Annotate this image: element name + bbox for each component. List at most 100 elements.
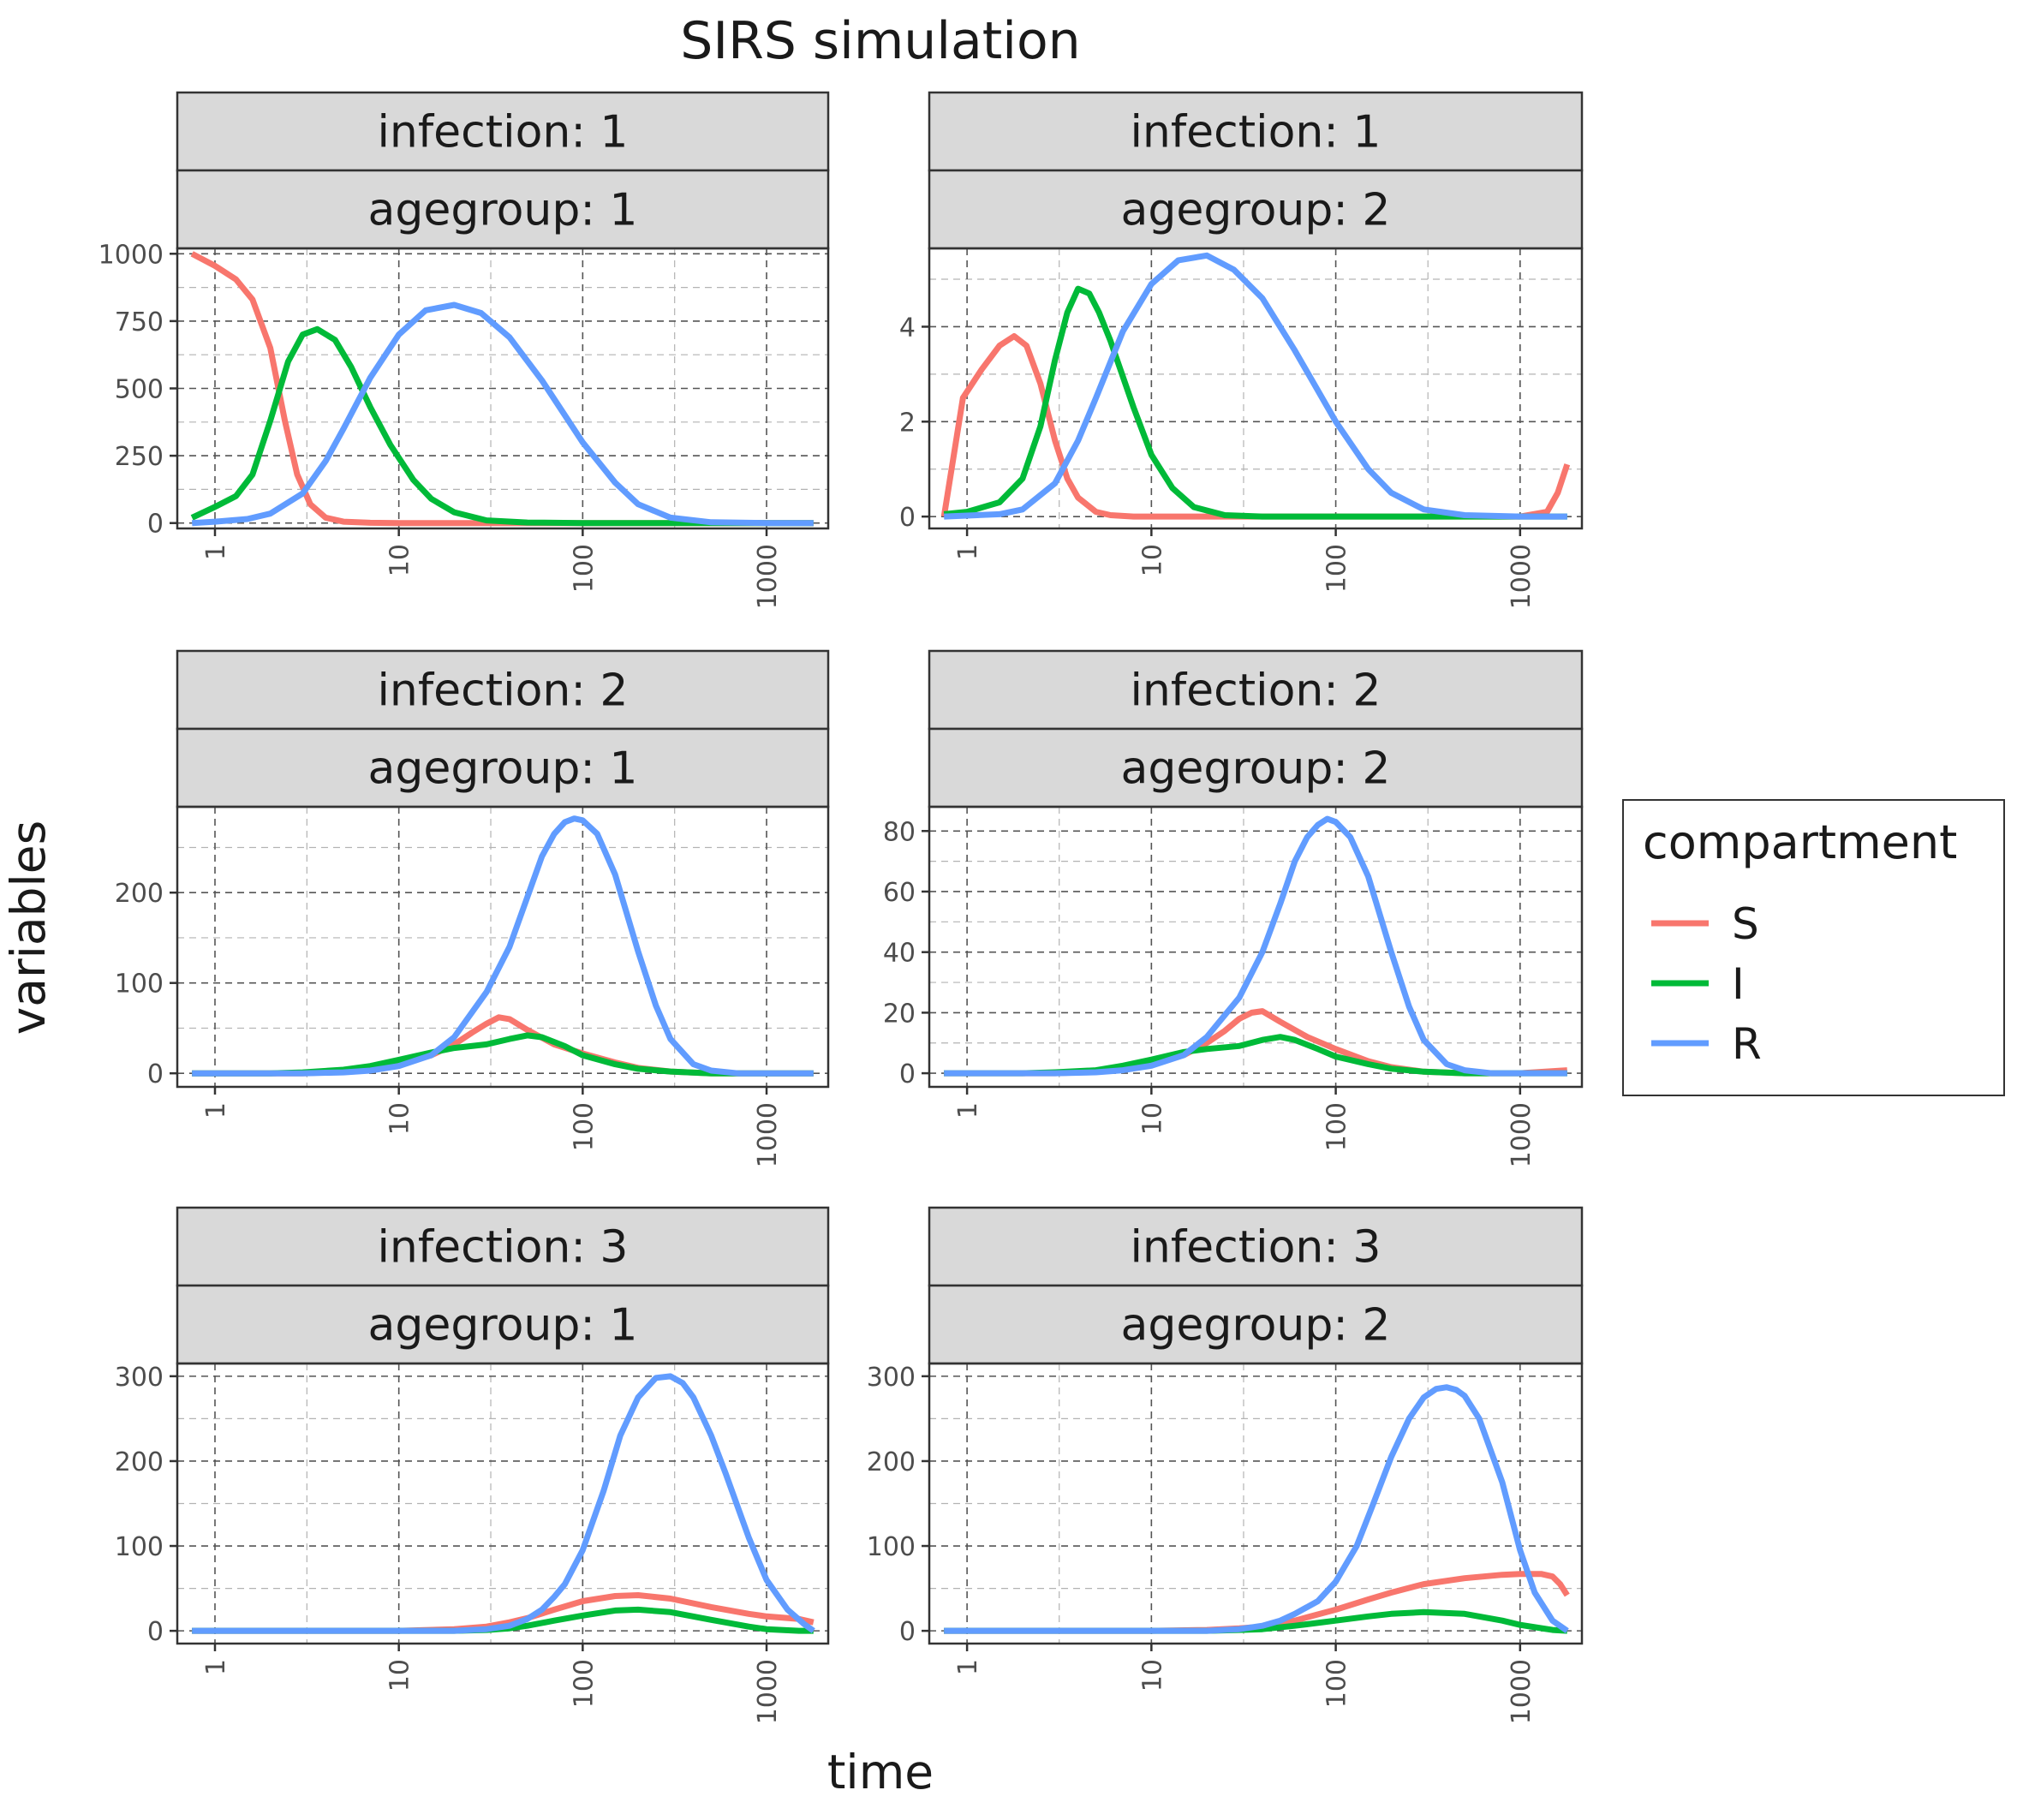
strip-agegroup-label: agegroup: 1	[367, 743, 637, 795]
y-tick-label: 750	[115, 307, 164, 337]
strip-agegroup	[928, 727, 1584, 809]
y-tick-label: 2	[899, 408, 916, 438]
legend-label-S: S	[1732, 899, 1759, 949]
y-tick-label: 100	[115, 970, 164, 1000]
strip-infection	[928, 649, 1584, 731]
x-tick-label: 100	[569, 1102, 599, 1151]
x-tick-label: 1	[953, 1102, 983, 1119]
strip-agegroup-label: agegroup: 2	[1120, 1300, 1390, 1352]
legend: compartment SIR	[1622, 799, 2005, 1096]
panel-border	[928, 247, 1584, 530]
strip-agegroup-label: agegroup: 1	[367, 185, 637, 236]
strip-infection-label: infection: 1	[377, 107, 628, 158]
x-tick-label: 10	[385, 544, 415, 576]
x-tick-label: 1000	[1507, 544, 1537, 609]
y-tick-label: 40	[883, 939, 916, 969]
y-tick-label: 0	[899, 1617, 916, 1647]
x-tick-label: 1000	[753, 1659, 783, 1724]
y-tick-label: 1000	[98, 240, 164, 270]
panel-border	[928, 805, 1584, 1089]
strip-infection	[928, 91, 1584, 172]
strip-agegroup-label: agegroup: 2	[1120, 185, 1390, 236]
y-tick-label: 80	[883, 817, 916, 847]
series-line-R	[944, 1384, 1569, 1634]
y-tick-label: 4	[899, 313, 916, 343]
series-line-R	[192, 1373, 815, 1634]
x-axis-title: time	[827, 1745, 934, 1799]
series-line-S	[944, 1571, 1570, 1634]
y-tick-label: 250	[115, 442, 164, 472]
x-tick-label: 10	[1137, 544, 1167, 576]
y-tick-label: 0	[147, 1617, 164, 1647]
x-tick-label: 1000	[753, 1102, 783, 1167]
y-tick-label: 0	[147, 1059, 164, 1089]
strip-agegroup	[928, 1284, 1584, 1365]
panel-border	[928, 1362, 1584, 1645]
y-tick-label: 0	[899, 1059, 916, 1089]
strip-agegroup-label: agegroup: 2	[1120, 743, 1390, 795]
legend-title: compartment	[1643, 815, 1957, 869]
y-tick-label: 300	[115, 1363, 164, 1393]
series-line-I	[943, 285, 1567, 520]
legend-entries: SIR	[1651, 899, 1762, 1069]
series-line-R	[944, 252, 1567, 520]
y-tick-label: 0	[147, 510, 164, 540]
y-axis-title: variables	[1, 820, 56, 1035]
panel-5: infection: 3 agegroup: 1 0 100 200 300 1 10 100 1…	[115, 1206, 830, 1724]
series-line-I	[190, 325, 814, 527]
strip-agegroup	[176, 169, 830, 250]
x-tick-label: 10	[385, 1659, 415, 1692]
x-tick-label: 10	[1137, 1102, 1167, 1135]
chart-title: SIRS simulation	[680, 11, 1080, 71]
y-tick-label: 200	[867, 1447, 916, 1477]
panel-3: infection: 2 agegroup: 1 0 100 200 1 10 100 1000	[115, 649, 830, 1167]
x-tick-label: 100	[569, 544, 599, 593]
x-tick-label: 10	[1137, 1659, 1167, 1692]
x-tick-label: 100	[569, 1659, 599, 1708]
strip-infection-label: infection: 1	[1130, 107, 1381, 158]
strip-infection-label: infection: 2	[1130, 665, 1381, 717]
legend-label-R: R	[1732, 1019, 1762, 1069]
strip-agegroup	[176, 1284, 830, 1365]
x-tick-label: 100	[1322, 544, 1352, 593]
y-tick-label: 0	[899, 503, 916, 533]
y-tick-label: 100	[115, 1532, 164, 1562]
series-line-I	[192, 1032, 814, 1077]
strip-infection-label: infection: 3	[377, 1222, 628, 1274]
panel-border	[176, 1362, 830, 1645]
x-tick-label: 1000	[1507, 1659, 1537, 1724]
strip-infection-label: infection: 3	[1130, 1222, 1381, 1274]
x-tick-label: 1000	[1507, 1102, 1537, 1167]
legend-label-I: I	[1732, 959, 1745, 1009]
x-tick-label: 1	[201, 1659, 231, 1675]
strip-infection	[176, 649, 830, 731]
y-tick-label: 200	[115, 879, 164, 909]
y-tick-label: 500	[115, 375, 164, 405]
strip-infection	[176, 1206, 830, 1287]
y-tick-label: 20	[883, 999, 916, 1029]
strip-infection-label: infection: 2	[377, 665, 628, 717]
x-tick-label: 1	[953, 1659, 983, 1675]
series-line-R	[192, 815, 814, 1077]
x-tick-label: 1	[201, 544, 231, 560]
series-line-R	[944, 815, 1567, 1077]
y-tick-label: 200	[115, 1447, 164, 1477]
x-tick-label: 10	[385, 1102, 415, 1135]
panel-1: infection: 1 agegroup: 1 0 250 500 750 1000 1 10…	[98, 91, 830, 609]
strip-agegroup-label: agegroup: 1	[367, 1300, 637, 1352]
x-tick-label: 1	[953, 544, 983, 560]
strip-agegroup	[928, 169, 1584, 250]
panel-border	[176, 805, 830, 1089]
x-tick-label: 1	[201, 1102, 231, 1119]
series-line-I	[944, 1034, 1567, 1077]
x-tick-label: 1000	[753, 544, 783, 609]
panel-4: infection: 2 agegroup: 2 0 20 40 60 80 1 10 100 10…	[883, 649, 1584, 1167]
strip-infection	[176, 91, 830, 172]
x-tick-label: 100	[1322, 1659, 1352, 1708]
y-tick-label: 60	[883, 878, 916, 908]
panel-2: infection: 1 agegroup: 2 0 2 4 1 10 100 1000	[899, 91, 1584, 609]
panel-6: infection: 3 agegroup: 2 0 100 200 300 1 10 100 1…	[867, 1206, 1584, 1724]
strip-infection	[928, 1206, 1584, 1287]
